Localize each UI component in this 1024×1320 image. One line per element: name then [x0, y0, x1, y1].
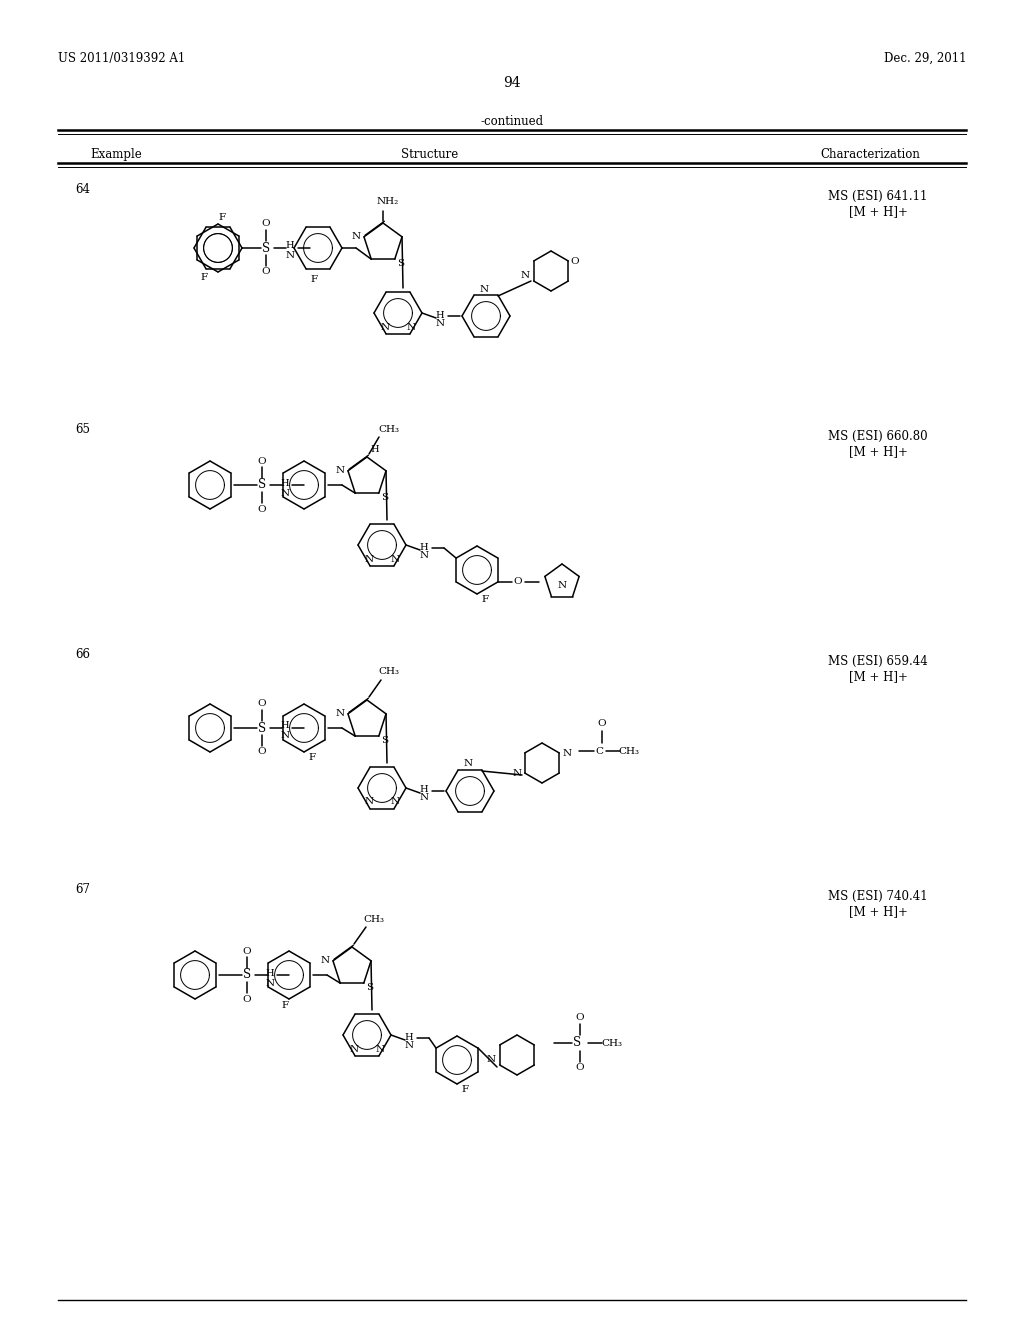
- Text: O: O: [243, 946, 251, 956]
- Text: N: N: [286, 251, 295, 260]
- Text: O: O: [575, 1014, 585, 1023]
- Text: N: N: [281, 488, 290, 498]
- Text: N: N: [420, 793, 429, 803]
- Text: S: S: [258, 722, 266, 734]
- Text: 66: 66: [75, 648, 90, 661]
- Text: CH₃: CH₃: [379, 425, 399, 433]
- Text: N: N: [390, 797, 399, 807]
- Text: F: F: [282, 1001, 289, 1010]
- Text: N: N: [336, 466, 344, 475]
- Text: N: N: [486, 1056, 496, 1064]
- Text: N: N: [420, 550, 429, 560]
- Text: O: O: [262, 219, 270, 228]
- Text: N: N: [376, 1044, 385, 1053]
- Text: -continued: -continued: [480, 115, 544, 128]
- Text: MS (ESI) 660.80
[M + H]+: MS (ESI) 660.80 [M + H]+: [828, 430, 928, 458]
- Text: H: H: [404, 1032, 414, 1041]
- Text: H: H: [420, 543, 428, 552]
- Text: H: H: [281, 479, 290, 487]
- Text: N: N: [557, 582, 566, 590]
- Text: O: O: [575, 1064, 585, 1072]
- Text: S: S: [367, 982, 374, 991]
- Text: N: N: [365, 797, 374, 807]
- Text: N: N: [407, 322, 416, 331]
- Text: H: H: [281, 722, 290, 730]
- Text: O: O: [262, 268, 270, 276]
- Text: Dec. 29, 2011: Dec. 29, 2011: [884, 51, 966, 65]
- Text: F: F: [218, 214, 225, 223]
- Text: CH₃: CH₃: [618, 747, 640, 755]
- Text: F: F: [308, 754, 315, 763]
- Text: O: O: [598, 719, 606, 729]
- Text: O: O: [258, 457, 266, 466]
- Text: S: S: [262, 242, 270, 255]
- Text: C: C: [595, 747, 603, 755]
- Text: N: N: [562, 748, 571, 758]
- Text: N: N: [265, 978, 274, 987]
- Text: H: H: [420, 785, 428, 795]
- Text: US 2011/0319392 A1: US 2011/0319392 A1: [58, 51, 185, 65]
- Text: Characterization: Characterization: [820, 148, 920, 161]
- Text: F: F: [462, 1085, 469, 1094]
- Text: N: N: [281, 731, 290, 741]
- Text: Structure: Structure: [401, 148, 459, 161]
- Text: H: H: [286, 242, 294, 251]
- Text: F: F: [481, 595, 488, 605]
- Text: S: S: [381, 492, 388, 502]
- Text: N: N: [404, 1040, 414, 1049]
- Text: O: O: [258, 747, 266, 756]
- Text: O: O: [258, 504, 266, 513]
- Text: CH₃: CH₃: [601, 1039, 623, 1048]
- Text: O: O: [514, 578, 522, 586]
- Text: S: S: [573, 1036, 581, 1049]
- Text: S: S: [258, 479, 266, 491]
- Text: S: S: [381, 735, 388, 744]
- Text: MS (ESI) 659.44
[M + H]+: MS (ESI) 659.44 [M + H]+: [828, 655, 928, 682]
- Text: 94: 94: [503, 77, 521, 90]
- Text: O: O: [570, 256, 580, 265]
- Text: MS (ESI) 641.11
[M + H]+: MS (ESI) 641.11 [M + H]+: [828, 190, 928, 218]
- Text: N: N: [349, 1044, 358, 1053]
- Text: 65: 65: [75, 422, 90, 436]
- Text: H: H: [371, 445, 379, 454]
- Text: H: H: [435, 310, 444, 319]
- Text: N: N: [435, 318, 444, 327]
- Text: NH₂: NH₂: [377, 197, 399, 206]
- Text: N: N: [381, 322, 389, 331]
- Text: N: N: [479, 285, 488, 293]
- Text: N: N: [365, 554, 374, 564]
- Text: N: N: [512, 768, 521, 777]
- Text: S: S: [397, 259, 404, 268]
- Text: CH₃: CH₃: [364, 915, 384, 924]
- Text: N: N: [321, 956, 330, 965]
- Text: O: O: [258, 700, 266, 709]
- Text: O: O: [243, 994, 251, 1003]
- Text: F: F: [201, 273, 208, 282]
- Text: N: N: [390, 554, 399, 564]
- Text: CH₃: CH₃: [379, 668, 399, 676]
- Text: 67: 67: [75, 883, 90, 896]
- Text: S: S: [243, 969, 251, 982]
- Text: N: N: [351, 232, 360, 242]
- Text: MS (ESI) 740.41
[M + H]+: MS (ESI) 740.41 [M + H]+: [828, 890, 928, 917]
- Text: Example: Example: [90, 148, 141, 161]
- Text: F: F: [310, 275, 317, 284]
- Text: H: H: [265, 969, 274, 978]
- Text: N: N: [520, 272, 529, 281]
- Text: N: N: [336, 709, 344, 718]
- Text: N: N: [464, 759, 472, 768]
- Text: 64: 64: [75, 183, 90, 195]
